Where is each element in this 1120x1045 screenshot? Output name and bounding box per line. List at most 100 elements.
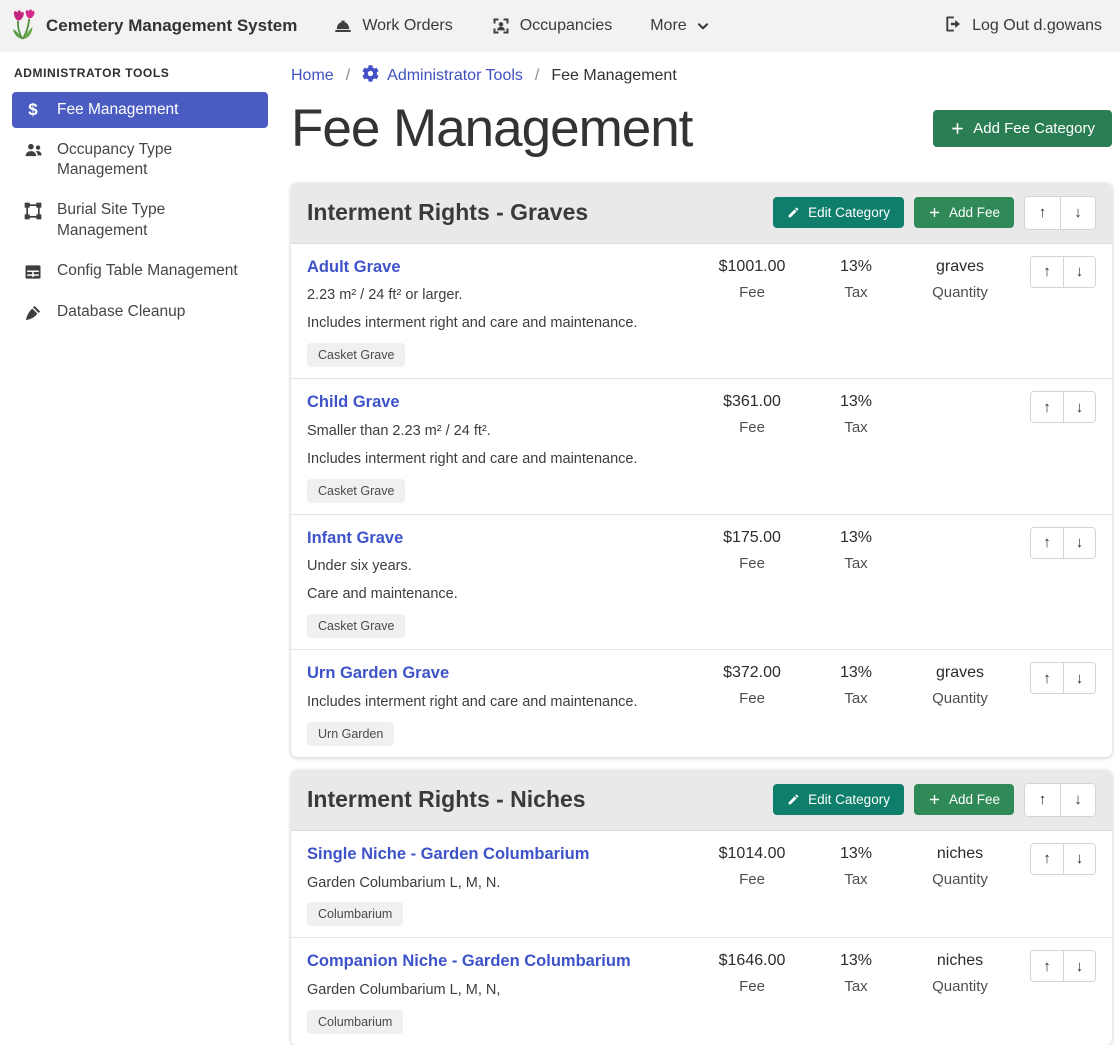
edit-category-button[interactable]: Edit Category [773,784,904,815]
fee-amount: $1646.00 [697,952,807,970]
quantity-label: Quantity [905,871,1015,888]
move-fee-up-button[interactable]: ↑ [1031,663,1063,693]
move-fee-up-button[interactable]: ↑ [1031,257,1063,287]
fee-reorder-group: ↑ ↓ [1030,527,1096,559]
app-brand[interactable]: Cemetery Management System [10,8,297,45]
chevron-down-icon [696,19,710,33]
plus-icon [928,206,941,219]
sidebar-item-occupancy-type-management[interactable]: Occupancy Type Management [12,132,268,188]
sidebar-item-burial-site-type-management[interactable]: Burial Site Type Management [12,192,268,248]
fee-tag: Casket Grave [307,343,405,367]
fee-name-link[interactable]: Infant Grave [307,529,697,549]
fee-reorder-group: ↑ ↓ [1030,256,1096,288]
fee-name-link[interactable]: Urn Garden Grave [307,664,697,684]
move-category-down-button[interactable]: ↓ [1060,197,1095,229]
sidebar-item-config-table-management[interactable]: Config Table Management [12,253,268,290]
logout-button[interactable]: Log Out d.gowans [943,14,1102,39]
sidebar-item-label: Config Table Management [57,261,238,281]
move-category-up-button[interactable]: ↑ [1025,197,1060,229]
move-fee-down-button[interactable]: ↓ [1063,844,1095,874]
tax-label: Tax [807,284,905,301]
fee-description: Garden Columbarium L, M, N, [307,981,697,1000]
nav-item-label: Work Orders [362,17,452,35]
fee-amount-label: Fee [697,871,807,888]
edit-category-button[interactable]: Edit Category [773,197,904,228]
category-title: Interment Rights - Graves [307,199,763,226]
add-fee-button[interactable]: Add Fee [914,784,1014,815]
tax-column: 13% Tax [807,527,905,572]
move-category-down-button[interactable]: ↓ [1060,784,1095,816]
fee-descriptions: Includes interment right and care and ma… [307,693,697,712]
move-fee-up-button[interactable]: ↑ [1031,844,1063,874]
quantity-value: niches [905,952,1015,970]
fee-amount: $175.00 [697,529,807,547]
move-fee-up-button[interactable]: ↑ [1031,392,1063,422]
fee-row: Infant Grave Under six years.Care and ma… [291,515,1112,650]
quantity-column: graves Quantity [905,662,1015,707]
fee-tag: Columbarium [307,902,403,926]
fee-descriptions: Garden Columbarium L, M, N, [307,981,697,1000]
move-fee-down-button[interactable]: ↓ [1063,663,1095,693]
move-fee-down-button[interactable]: ↓ [1063,392,1095,422]
fee-amount: $1001.00 [697,258,807,276]
fee-description: Smaller than 2.23 m² / 24 ft². [307,422,697,441]
move-fee-up-button[interactable]: ↑ [1031,951,1063,981]
move-fee-up-button[interactable]: ↑ [1031,528,1063,558]
fee-tag: Urn Garden [307,722,394,746]
breadcrumb: Home / Administrator Tools / Fee Managem… [291,65,1112,87]
add-fee-category-label: Add Fee Category [973,120,1095,137]
tax-label: Tax [807,555,905,572]
add-fee-button[interactable]: Add Fee [914,197,1014,228]
category-title: Interment Rights - Niches [307,786,763,813]
fee-descriptions: Garden Columbarium L, M, N. [307,874,697,893]
add-fee-label: Add Fee [949,792,1000,807]
fee-descriptions: 2.23 m² / 24 ft² or larger.Includes inte… [307,286,697,333]
tax-label: Tax [807,978,905,995]
fee-name-link[interactable]: Adult Grave [307,258,697,278]
quantity-column: niches Quantity [905,843,1015,888]
sidebar-item-fee-management[interactable]: $ Fee Management [12,92,268,128]
fee-reorder-group: ↑ ↓ [1030,950,1096,982]
fee-info: Infant Grave Under six years.Care and ma… [307,527,697,638]
categories: Interment Rights - Graves Edit Category … [291,183,1112,1045]
dollar-icon: $ [22,101,44,118]
pencil-icon [787,793,800,806]
nav-item-more[interactable]: More [650,17,709,35]
move-fee-down-button[interactable]: ↓ [1063,528,1095,558]
fee-reorder-group: ↑ ↓ [1030,662,1096,694]
tax-column: 13% Tax [807,843,905,888]
fee-name-link[interactable]: Child Grave [307,393,697,413]
crop-frame-icon [22,201,44,221]
tax-value: 13% [807,952,905,970]
fee-name-link[interactable]: Single Niche - Garden Columbarium [307,845,697,865]
sidebar-item-database-cleanup[interactable]: Database Cleanup [12,294,268,331]
breadcrumb-home-link[interactable]: Home [291,67,334,85]
fee-info: Adult Grave 2.23 m² / 24 ft² or larger.I… [307,256,697,367]
tax-column: 13% Tax [807,391,905,436]
fee-amount-column: $175.00 Fee [697,527,807,572]
move-category-up-button[interactable]: ↑ [1025,784,1060,816]
add-fee-category-button[interactable]: Add Fee Category [933,110,1112,147]
nav-item-work-orders[interactable]: Work Orders [333,16,452,36]
app-title: Cemetery Management System [46,16,297,36]
quantity-label: Quantity [905,690,1015,707]
tulip-logo-icon [10,8,36,45]
category-header: Interment Rights - Niches Edit Category … [291,770,1112,831]
fee-amount: $372.00 [697,664,807,682]
tax-column: 13% Tax [807,256,905,301]
tax-column: 13% Tax [807,662,905,707]
breadcrumb-admin-tools-link[interactable]: Administrator Tools [362,65,523,87]
breadcrumb-label: Administrator Tools [387,67,523,85]
fee-row: Companion Niche - Garden Columbarium Gar… [291,938,1112,1045]
main-content: Home / Administrator Tools / Fee Managem… [280,52,1120,939]
move-fee-down-button[interactable]: ↓ [1063,951,1095,981]
fee-name-link[interactable]: Companion Niche - Garden Columbarium [307,952,697,972]
move-fee-down-button[interactable]: ↓ [1063,257,1095,287]
fee-reorder-group: ↑ ↓ [1030,391,1096,423]
fee-description: Includes interment right and care and ma… [307,693,697,712]
fee-row: Child Grave Smaller than 2.23 m² / 24 ft… [291,379,1112,514]
fee-amount-label: Fee [697,419,807,436]
nav-item-occupancies[interactable]: Occupancies [491,16,613,36]
quantity-column [905,391,1015,399]
fee-description: Includes interment right and care and ma… [307,450,697,469]
